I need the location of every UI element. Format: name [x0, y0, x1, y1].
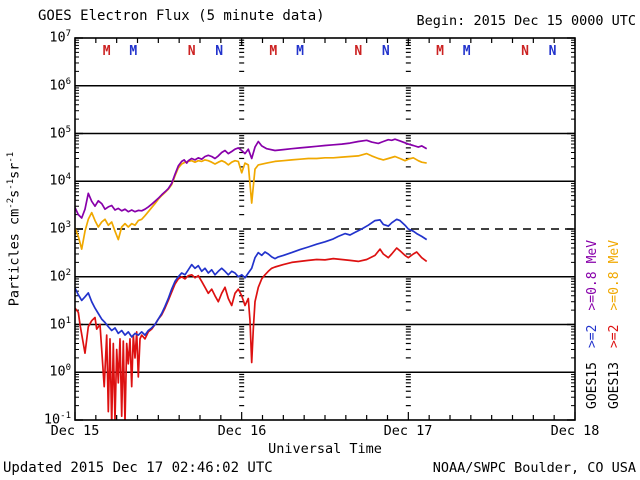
legend-goes13-satellite: GOES13: [607, 362, 622, 409]
series-goes15-0-8-mev: [75, 138, 428, 219]
event-marker-n: N: [521, 44, 529, 59]
event-marker-n: N: [354, 44, 362, 59]
event-marker-m: M: [296, 44, 304, 59]
x-tick-label-dec15: Dec 15: [50, 423, 100, 439]
legend-goes13-ge08: >=0.8: [607, 271, 622, 311]
legend-goes15-mev: MeV: [585, 239, 600, 264]
legend-goes15-ge2: >=2: [585, 324, 600, 349]
page-title: GOES Electron Flux (5 minute data): [38, 8, 325, 24]
event-marker-n: N: [215, 44, 223, 59]
event-marker-m: M: [463, 44, 471, 59]
legend-goes15-ge08: >=0.8: [585, 271, 600, 311]
y-tick-label-1e0: 100: [49, 363, 71, 380]
x-tick-label-dec18: Dec 18: [550, 423, 600, 439]
y-tick-label-1e3: 103: [49, 220, 71, 237]
source-credit: NOAA/SWPC Boulder, CO USA: [432, 460, 636, 476]
legend-column-goes13: GOES13 >=2 >=0.8 MeV: [607, 240, 622, 409]
x-tick-label-dec17: Dec 17: [383, 423, 433, 439]
legend-goes15-satellite: GOES15: [585, 362, 600, 409]
y-tick-label-1e6: 106: [49, 76, 71, 94]
y-tick-label-1e2: 102: [49, 267, 71, 285]
event-marker-n: N: [549, 44, 557, 59]
y-tick-label-1e4: 104: [49, 172, 71, 189]
updated-timestamp: Updated 2015 Dec 17 02:46:02 UTC: [3, 460, 273, 476]
y-tick-label-1e1: 101: [49, 315, 71, 333]
event-marker-n: N: [382, 44, 390, 59]
y-tick-label-1e5: 105: [49, 124, 71, 142]
series-goes13-0-8-mev: [75, 152, 427, 250]
event-marker-m: M: [103, 44, 111, 59]
series-goes13-2-mev: [75, 247, 428, 420]
y-tick-label-1e7: 107: [49, 29, 71, 46]
event-marker-m: M: [129, 44, 137, 59]
x-tick-label-dec16: Dec 16: [217, 423, 267, 439]
event-marker-n: N: [188, 44, 196, 59]
y-tick-label-1e-1: 10-1: [43, 411, 71, 428]
y-axis-label: Particles cm-2s-1sr-1: [6, 151, 23, 307]
event-marker-m: M: [269, 44, 277, 59]
begin-timestamp: Begin: 2015 Dec 15 0000 UTC: [416, 13, 636, 29]
legend-column-goes15: GOES15 >=2 >=0.8 MeV: [585, 240, 600, 409]
x-axis-label: Universal Time: [268, 441, 382, 457]
event-marker-m: M: [436, 44, 444, 59]
legend-goes13-mev: MeV: [607, 239, 622, 264]
legend-goes13-ge2: >=2: [607, 324, 622, 349]
series-goes15-2-mev: [75, 218, 428, 338]
